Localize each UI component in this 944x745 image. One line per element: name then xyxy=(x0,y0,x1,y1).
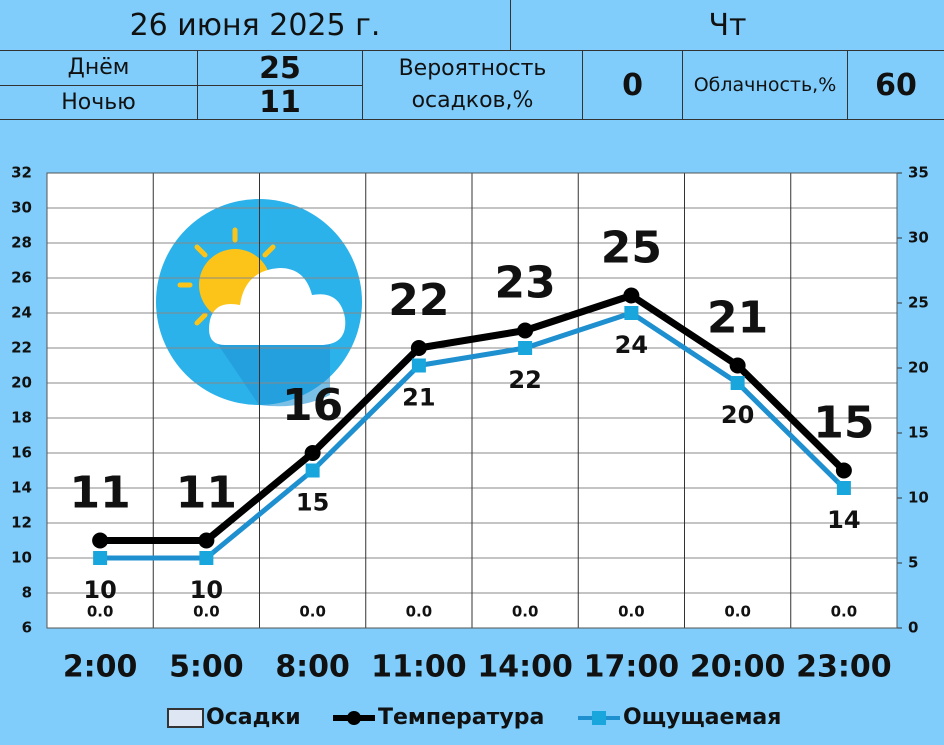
y2-tick-label: 20 xyxy=(908,359,929,377)
legend-swatch xyxy=(167,708,204,728)
value-label: 24 xyxy=(615,331,648,359)
point xyxy=(836,481,851,495)
y-tick-label: 16 xyxy=(11,444,32,462)
line xyxy=(100,310,846,561)
day-label: Днём xyxy=(0,51,198,86)
x-tick-label: 2:00 xyxy=(63,650,138,685)
point xyxy=(199,551,214,565)
point xyxy=(93,551,108,565)
y-tick-label: 28 xyxy=(11,234,32,252)
value-label: 22 xyxy=(508,366,541,394)
value-label: 14 xyxy=(827,506,860,534)
legend: Осадки Температура Ощущаемая xyxy=(167,705,781,730)
y2-tick-label: 0 xyxy=(908,619,918,637)
x-tick-label: 17:00 xyxy=(584,650,680,685)
precip-value: 0 xyxy=(583,51,683,120)
cloud-label: Облачность,% xyxy=(683,51,848,120)
night-value: 11 xyxy=(198,85,363,120)
bar-label: 0.0 xyxy=(831,603,858,621)
bar-label: 0.0 xyxy=(618,603,645,621)
x-tick-label: 14:00 xyxy=(477,650,573,685)
y2-tick-label: 10 xyxy=(908,489,929,507)
point xyxy=(198,532,215,549)
value-label: 21 xyxy=(402,384,435,412)
x-tick-label: 23:00 xyxy=(796,650,892,685)
point xyxy=(623,287,640,304)
x-tick-label: 5:00 xyxy=(169,650,244,685)
bar-label: 0.0 xyxy=(193,603,220,621)
cloud-value: 60 xyxy=(848,51,944,120)
value-label: 22 xyxy=(388,275,449,326)
legend-marker xyxy=(347,711,361,725)
precip-label: Вероятность осадков,% xyxy=(363,51,583,120)
value-label: 23 xyxy=(495,258,556,309)
value-label: 11 xyxy=(176,468,237,519)
point xyxy=(835,462,852,479)
x-tick-label: 8:00 xyxy=(275,650,350,685)
day-value: 25 xyxy=(198,51,363,86)
weekday: Чт xyxy=(511,0,944,51)
night-label: Ночью xyxy=(0,86,198,120)
value-label: 20 xyxy=(721,401,754,429)
value-label: 11 xyxy=(70,468,131,519)
point xyxy=(92,532,109,549)
y-tick-label: 22 xyxy=(11,339,32,357)
y2-tick-label: 30 xyxy=(908,229,929,247)
plot-border xyxy=(46,172,898,629)
point xyxy=(305,463,320,478)
bar-label: 0.0 xyxy=(87,603,114,621)
date: 26 июня 2025 г. xyxy=(0,0,511,51)
point xyxy=(518,341,533,355)
value-label: 15 xyxy=(813,398,874,449)
y-tick-label: 18 xyxy=(11,409,32,427)
y-tick-label: 24 xyxy=(11,304,32,322)
point xyxy=(410,340,427,356)
y-tick-label: 8 xyxy=(22,584,32,602)
y-tick-label: 14 xyxy=(11,479,32,497)
line xyxy=(100,292,847,544)
y-tick-label: 20 xyxy=(11,374,32,392)
y2-tick-label: 35 xyxy=(908,164,929,182)
point xyxy=(624,306,639,320)
legend-marker xyxy=(592,711,606,725)
point xyxy=(411,358,426,373)
y-tick-label: 26 xyxy=(11,269,32,287)
y-tick-label: 6 xyxy=(22,619,32,637)
y2-tick-label: 15 xyxy=(908,424,929,442)
point xyxy=(517,322,534,339)
value-label: 25 xyxy=(601,223,662,274)
value-label: 10 xyxy=(83,576,116,604)
legend-label: Осадки xyxy=(206,705,301,730)
x-tick-label: 11:00 xyxy=(371,650,467,685)
point xyxy=(304,445,321,461)
x-tick-label: 20:00 xyxy=(690,650,786,685)
legend-label: Температура xyxy=(378,705,544,730)
value-label: 16 xyxy=(282,380,343,431)
y2-tick-label: 5 xyxy=(908,554,918,572)
bar-label: 0.0 xyxy=(406,603,433,621)
value-label: 15 xyxy=(296,489,329,517)
point xyxy=(729,357,746,374)
y-tick-label: 30 xyxy=(11,199,32,217)
legend-label: Ощущаемая xyxy=(623,705,781,730)
value-label: 21 xyxy=(707,293,768,344)
y-tick-label: 10 xyxy=(11,549,32,567)
bar-label: 0.0 xyxy=(512,603,539,621)
bar-label: 0.0 xyxy=(299,603,326,621)
y-tick-label: 32 xyxy=(11,164,32,182)
value-label: 10 xyxy=(190,576,223,604)
point xyxy=(730,376,745,390)
y2-tick-label: 25 xyxy=(908,294,929,312)
y-tick-label: 12 xyxy=(11,514,32,532)
bar-label: 0.0 xyxy=(724,603,751,621)
